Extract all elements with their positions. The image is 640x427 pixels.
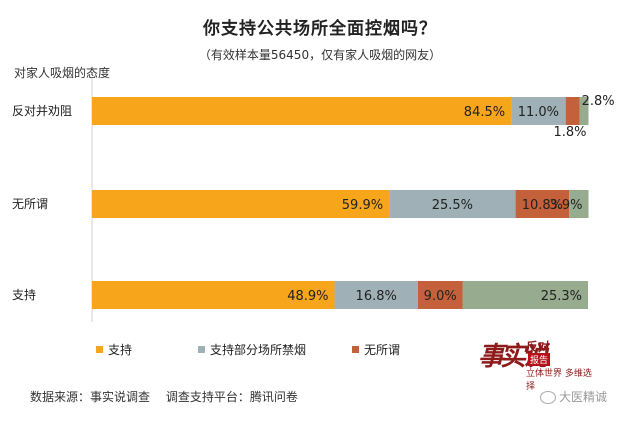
footer: 数据来源：事实说调查 调查支持平台：腾讯问卷 <box>30 388 310 405</box>
data-label: 25.5% <box>432 198 473 213</box>
chart-title: 你支持公共场所全面控烟吗？ <box>203 19 437 39</box>
data-label: 84.5% <box>464 105 505 120</box>
data-label: 59.9% <box>342 198 383 213</box>
logo-slogan: 立体世界 多维选择 <box>526 369 592 392</box>
legend-swatch <box>96 346 103 353</box>
data-label: 10.8% <box>522 198 563 213</box>
category-label: 支持 <box>12 287 36 302</box>
survey-platform: 调查支持平台：腾讯问卷 <box>165 390 298 404</box>
bar-segment <box>579 97 589 125</box>
bar-segment <box>515 190 570 218</box>
category-label: 反对并劝阻 <box>12 103 72 118</box>
bar-segment <box>569 190 589 218</box>
bar-segment <box>92 281 335 309</box>
data-label: 16.8% <box>356 289 397 304</box>
watermark: 大医精诚 <box>540 388 607 405</box>
legend-label: 支持部分场所禁烟 <box>210 342 306 357</box>
legend-swatch <box>352 346 359 353</box>
bar-segment <box>417 281 463 309</box>
legend-label: 无所谓 <box>364 343 400 357</box>
chart-subtitle: （有效样本量56450，仅有家人吸烟的网友） <box>198 48 442 62</box>
y-axis-title: 对家人吸烟的态度 <box>14 66 111 80</box>
category-label: 无所谓 <box>12 197 48 211</box>
data-label: 48.9% <box>287 289 328 304</box>
logo-sub-text: 反对 <box>526 340 551 354</box>
bar-segment <box>389 190 516 218</box>
data-label: 2.8% <box>582 94 615 109</box>
data-label: 1.8% <box>553 125 586 140</box>
bar-segment <box>565 97 580 125</box>
bar-segment <box>334 281 418 309</box>
bar-segment <box>92 190 390 218</box>
legend-swatch <box>198 346 205 353</box>
data-source: 数据来源：事实说调查 <box>30 390 151 404</box>
logo-tag: 报告 <box>528 353 551 366</box>
data-label: 25.3% <box>541 289 582 304</box>
data-label: 3.9% <box>549 198 582 213</box>
data-label: 11.0% <box>518 105 559 120</box>
bar-segment <box>511 97 566 125</box>
legend-label: 支持 <box>108 342 132 357</box>
bar-segment <box>92 97 512 125</box>
watermark-text: 大医精诚 <box>559 390 608 404</box>
bar-segment <box>462 281 588 309</box>
data-label: 9.0% <box>424 289 457 304</box>
wechat-icon <box>540 391 556 404</box>
report-logo: 事实说 反对 报告 立体世界 多维选择 <box>478 336 598 392</box>
